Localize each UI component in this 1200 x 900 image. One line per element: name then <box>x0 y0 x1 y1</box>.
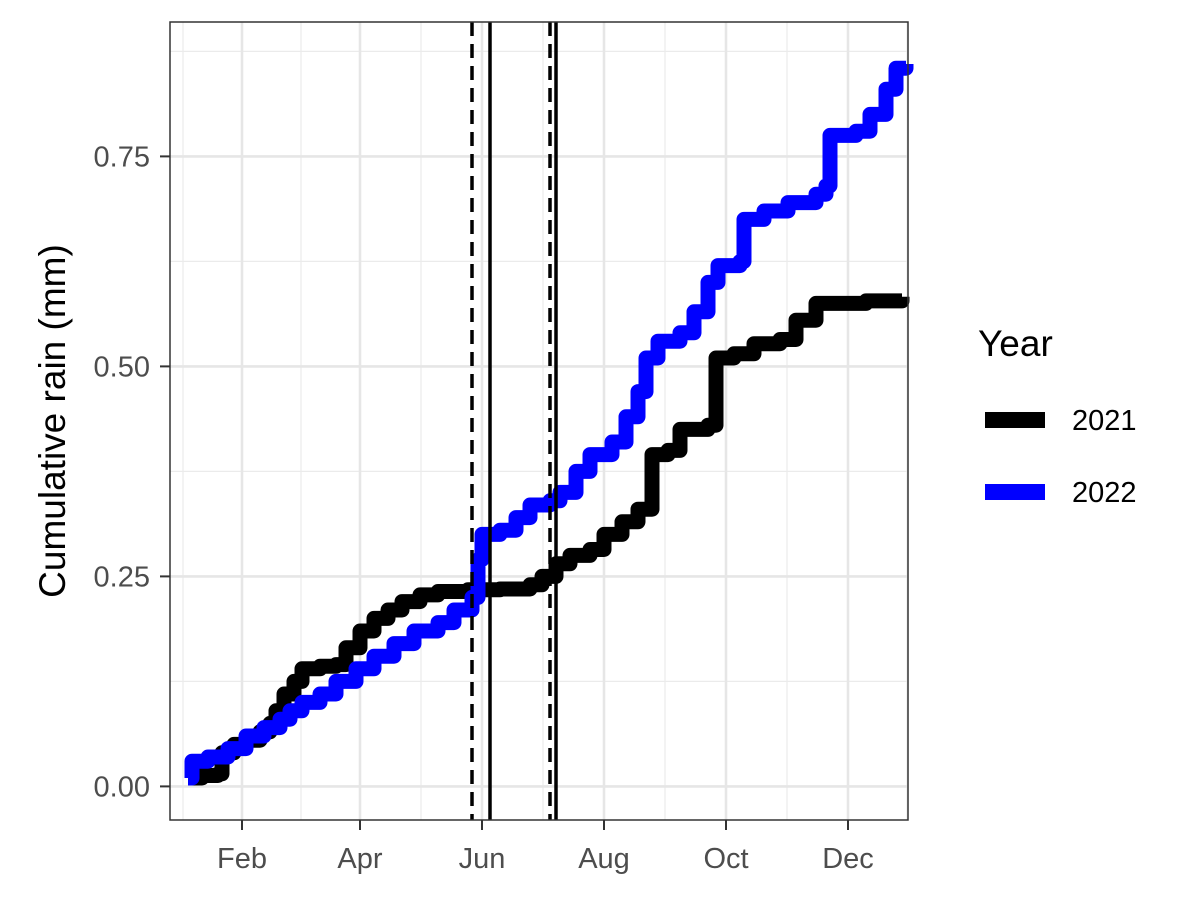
legend-label-2021: 2021 <box>1072 405 1137 437</box>
y-tick-label: 0.50 <box>94 351 150 383</box>
y-tick-label: 0.75 <box>94 141 150 173</box>
panel-border <box>169 21 909 821</box>
legend-label-2022: 2022 <box>1072 477 1137 509</box>
y-axis: 0.00 0.25 0.50 0.75 <box>94 141 170 803</box>
x-tick-label: Apr <box>337 843 382 875</box>
series-layer <box>184 60 914 786</box>
reference-lines <box>470 22 558 820</box>
x-axis: Feb Apr Jun Aug Oct Dec <box>217 820 874 875</box>
x-tick-label: Dec <box>822 843 874 875</box>
legend: Year 2021 2022 <box>978 323 1137 509</box>
legend-key-2022 <box>985 484 1045 500</box>
x-tick-label: Jun <box>459 843 506 875</box>
legend-key-2021 <box>985 412 1045 428</box>
x-tick-label: Aug <box>578 843 630 875</box>
legend-title: Year <box>978 323 1053 364</box>
y-tick-label: 0.25 <box>94 561 150 593</box>
series-line-2022 <box>184 60 914 786</box>
y-tick-label: 0.00 <box>94 771 150 803</box>
x-tick-label: Oct <box>703 843 748 875</box>
y-axis-title: Cumulative rain (mm) <box>32 244 73 598</box>
x-tick-label: Feb <box>217 843 267 875</box>
